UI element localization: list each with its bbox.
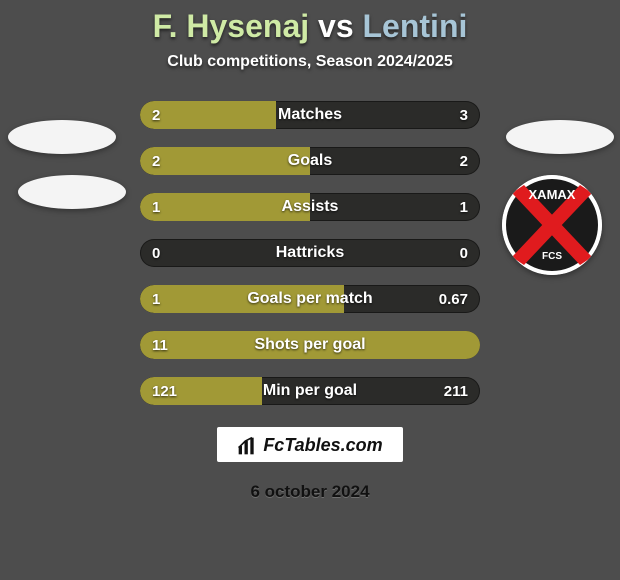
stat-row: 00Hattricks (140, 239, 480, 267)
stat-row: 11Assists (140, 193, 480, 221)
footer-date: 6 october 2024 (250, 482, 369, 502)
stat-label: Assists (140, 193, 480, 221)
bar-chart-icon (237, 436, 257, 456)
branding-text: FcTables.com (263, 435, 382, 456)
stat-row: 23Matches (140, 101, 480, 129)
subtitle: Club competitions, Season 2024/2025 (167, 53, 452, 71)
stat-label: Goals per match (140, 285, 480, 313)
stat-row: 11Shots per goal (140, 331, 480, 359)
stat-label: Shots per goal (140, 331, 480, 359)
stat-row: 22Goals (140, 147, 480, 175)
stat-label: Matches (140, 101, 480, 129)
title-player2: Lentini (363, 8, 468, 44)
branding-chip[interactable]: FcTables.com (217, 427, 402, 462)
stat-row: 121211Min per goal (140, 377, 480, 405)
stat-label: Min per goal (140, 377, 480, 405)
stat-label: Hattricks (140, 239, 480, 267)
title-player1: F. Hysenaj (153, 8, 310, 44)
stat-label: Goals (140, 147, 480, 175)
title-vs: vs (318, 8, 354, 44)
stats-rows: 23Matches 22Goals 11Assists 00Hattricks 10.6… (0, 101, 620, 405)
stat-row: 10.67Goals per match (140, 285, 480, 313)
main-content: F. Hysenaj vs Lentini Club competitions,… (0, 0, 620, 580)
page-title: F. Hysenaj vs Lentini (153, 8, 468, 45)
